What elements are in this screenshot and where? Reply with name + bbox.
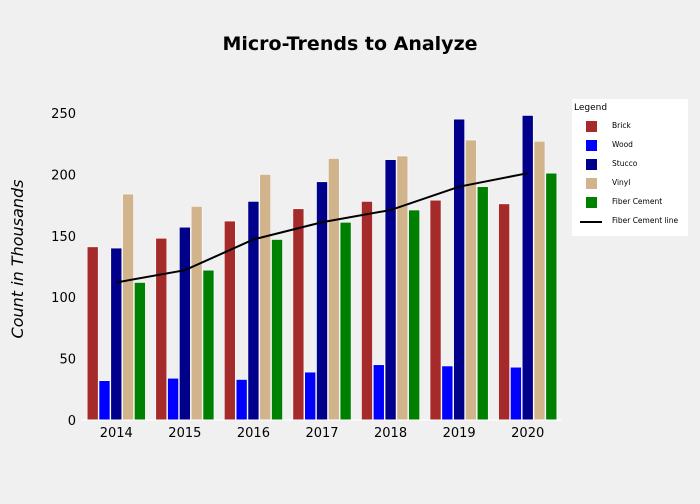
bar-brick[interactable] [292,208,305,421]
y-tick-label: 100 [51,291,76,306]
bar-vinyl[interactable] [396,155,409,421]
bar-brick[interactable] [86,246,99,421]
y-tick-label: 150 [51,230,76,245]
legend-item-vinyl[interactable]: Vinyl [572,175,688,193]
chart-title: Micro-Trends to Analyze [222,33,477,55]
bar-vinyl[interactable] [465,139,477,421]
x-tick-label: 2014 [100,426,133,441]
bar-brick[interactable] [498,203,510,421]
bar-brick[interactable] [429,199,442,421]
y-tick-label: 50 [59,353,76,368]
legend-label-fiber-cement: Fiber Cement [612,197,663,206]
bar-vinyl[interactable] [327,158,340,421]
bar-brick[interactable] [361,201,373,421]
x-tick-label: 2016 [237,426,270,441]
y-tick-label: 200 [51,168,76,183]
y-axis-label: Count in Thousands [8,180,27,339]
legend: Legend Brick Wood Stucco Vinyl Fiber Cem… [572,99,688,236]
bar-wood[interactable] [372,364,385,421]
bar-fiber-cement[interactable] [408,209,420,421]
bar-stucco[interactable] [316,181,328,421]
bar-stucco[interactable] [384,159,397,421]
bar-wood[interactable] [235,379,248,421]
bar-wood[interactable] [304,371,317,421]
bar-fiber-cement[interactable] [202,269,215,421]
y-tick-label: 250 [51,107,76,122]
line-layer [116,172,528,284]
bar-fiber-cement[interactable] [134,282,146,421]
bar-fiber-cement[interactable] [271,239,283,421]
legend-swatch-brick [586,121,597,132]
bar-wood[interactable] [167,377,179,421]
legend-swatch-stucco [586,159,597,170]
bar-stucco[interactable] [110,247,123,421]
x-tick-label: 2018 [374,426,407,441]
legend-item-brick[interactable]: Brick [572,118,688,136]
legend-title: Legend [574,103,608,113]
bar-brick[interactable] [155,237,168,421]
bar-fiber-cement[interactable] [476,186,489,421]
bar-vinyl[interactable] [533,140,546,421]
x-tick-label: 2019 [443,426,476,441]
legend-swatch-wood [586,140,597,151]
bar-vinyl[interactable] [122,193,134,421]
bar-wood[interactable] [98,380,111,421]
x-tick-label: 2017 [305,426,338,441]
legend-label-brick: Brick [612,121,631,130]
legend-label-stucco: Stucco [612,159,638,168]
bar-group [86,115,558,421]
legend-line-fiber-cement [580,221,602,223]
bar-fiber-cement[interactable] [339,221,352,421]
y-tick-label: 0 [68,414,76,429]
bar-vinyl[interactable] [259,174,272,421]
bar-wood[interactable] [510,366,522,421]
legend-item-stucco[interactable]: Stucco [572,156,688,174]
bar-vinyl[interactable] [190,206,203,421]
bar-stucco[interactable] [453,118,465,421]
bar-stucco[interactable] [247,201,260,421]
legend-swatch-fiber-cement [586,197,597,208]
legend-swatch-vinyl [586,178,597,189]
legend-item-fiber-cement-line[interactable]: Fiber Cement line [572,213,688,231]
bar-stucco[interactable] [521,115,534,421]
bar-stucco[interactable] [179,226,191,421]
bar-wood[interactable] [441,365,454,421]
line-fiber-cement[interactable] [116,172,528,284]
bar-fiber-cement[interactable] [545,172,558,421]
legend-label-vinyl: Vinyl [612,178,631,187]
legend-label-wood: Wood [612,140,633,149]
legend-item-fiber-cement[interactable]: Fiber Cement [572,194,688,212]
x-tick-label: 2020 [511,426,544,441]
x-tick-label: 2015 [168,426,201,441]
legend-item-wood[interactable]: Wood [572,137,688,155]
x-axis-ticks: 2014 2015 2016 2017 2018 2019 2020 [100,426,545,441]
legend-label-fiber-cement-line: Fiber Cement line [612,216,679,225]
y-axis-ticks: 0 50 100 150 200 250 [51,107,76,429]
